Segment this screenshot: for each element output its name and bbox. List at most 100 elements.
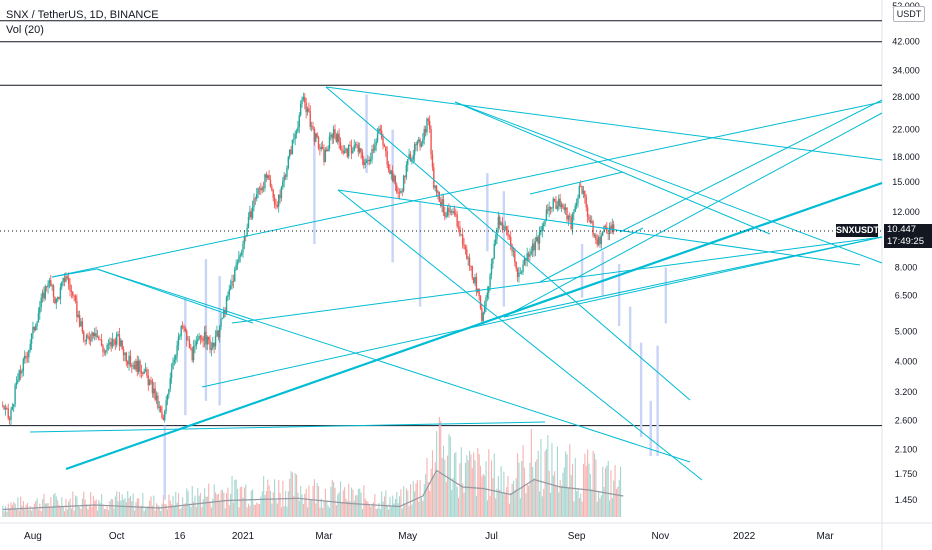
- volume-bar: [318, 486, 320, 517]
- candle-body: [571, 213, 574, 229]
- candle: [14, 383, 16, 408]
- volume-bar: [449, 436, 451, 517]
- candle-body: [553, 198, 556, 201]
- candle: [361, 149, 364, 166]
- candle-body: [580, 186, 582, 187]
- volume-bar: [99, 502, 101, 517]
- candle: [353, 139, 355, 152]
- price-tick-label: 2.100: [895, 444, 918, 454]
- candle-body: [56, 296, 59, 300]
- currency-unit-button[interactable]: USDT: [893, 6, 925, 22]
- candle-body: [413, 144, 416, 156]
- candle-body: [607, 232, 609, 235]
- volume-bar: [14, 503, 16, 517]
- candle: [273, 194, 276, 209]
- candle-body: [589, 220, 592, 223]
- candle-body: [391, 170, 394, 182]
- volume-bar: [585, 466, 587, 517]
- candle: [492, 257, 494, 269]
- volume-bar: [397, 502, 399, 517]
- volume-bar: [9, 508, 11, 517]
- candle: [78, 310, 81, 328]
- volume-bar: [359, 488, 361, 517]
- candle: [294, 130, 296, 146]
- candle: [168, 388, 170, 399]
- volume-bar: [103, 509, 105, 517]
- candle-body: [136, 360, 138, 373]
- candle-body: [416, 141, 419, 146]
- volume-bar: [309, 499, 311, 517]
- candle-body: [8, 418, 11, 420]
- volume-bar: [356, 495, 358, 517]
- trendline: [619, 99, 883, 233]
- volume-bar: [547, 435, 549, 517]
- volume-bar: [216, 494, 218, 517]
- volume-bar: [512, 480, 515, 517]
- volume-bar: [291, 472, 294, 517]
- candle: [166, 393, 169, 406]
- candle: [578, 182, 581, 199]
- candle-body: [267, 175, 269, 178]
- candle-body: [452, 211, 454, 213]
- volume-bar: [173, 506, 175, 517]
- candle-body: [500, 222, 502, 225]
- volume-bar: [37, 509, 40, 517]
- candle: [198, 332, 200, 341]
- candle-body: [33, 326, 36, 330]
- candle-body: [527, 253, 530, 257]
- candle-body: [103, 351, 106, 353]
- ghost-bar: [184, 297, 187, 416]
- volume-bar: [150, 496, 152, 517]
- volume-bar: [179, 509, 181, 517]
- volume-bar: [272, 492, 274, 517]
- candle: [315, 133, 317, 143]
- candle-body: [114, 340, 117, 345]
- candle: [22, 357, 25, 377]
- volume-bar: [66, 509, 68, 517]
- volume-bar: [620, 466, 622, 517]
- candle-body: [187, 339, 189, 341]
- candle: [150, 376, 152, 385]
- volume-bar: [459, 463, 461, 517]
- candle: [396, 182, 398, 195]
- candle: [45, 286, 48, 292]
- volume-bar: [139, 507, 141, 517]
- candle: [575, 198, 578, 210]
- volume-bar: [532, 466, 534, 517]
- trendline: [454, 101, 771, 235]
- volume-bar: [470, 454, 472, 517]
- candle-body: [335, 134, 338, 142]
- volume-bar: [127, 491, 129, 517]
- candle-body: [280, 186, 283, 198]
- candle: [418, 136, 420, 144]
- candle: [181, 321, 184, 330]
- candle: [305, 97, 307, 119]
- volume-bar: [123, 499, 125, 517]
- volume-bar: [501, 492, 504, 517]
- candle: [238, 250, 240, 264]
- candle: [21, 368, 23, 378]
- candle: [218, 324, 221, 343]
- volume-bar: [555, 486, 557, 517]
- volume-bar: [81, 498, 83, 517]
- volume-bar: [382, 501, 384, 517]
- candle: [229, 279, 232, 291]
- volume-bar: [246, 507, 248, 517]
- candle-body: [249, 211, 251, 217]
- candle: [450, 209, 453, 216]
- volume-bar: [217, 493, 219, 517]
- candle-body: [94, 333, 96, 336]
- candle-body: [80, 321, 82, 327]
- candle: [416, 139, 419, 152]
- candle: [420, 141, 423, 148]
- candle-body: [439, 201, 442, 207]
- candle: [610, 221, 612, 234]
- candle-body: [190, 348, 192, 349]
- candle-body: [312, 126, 314, 129]
- candle: [547, 204, 549, 215]
- candle: [221, 317, 224, 320]
- candle: [518, 266, 520, 283]
- candle-body: [170, 369, 173, 379]
- candle-body: [361, 152, 364, 160]
